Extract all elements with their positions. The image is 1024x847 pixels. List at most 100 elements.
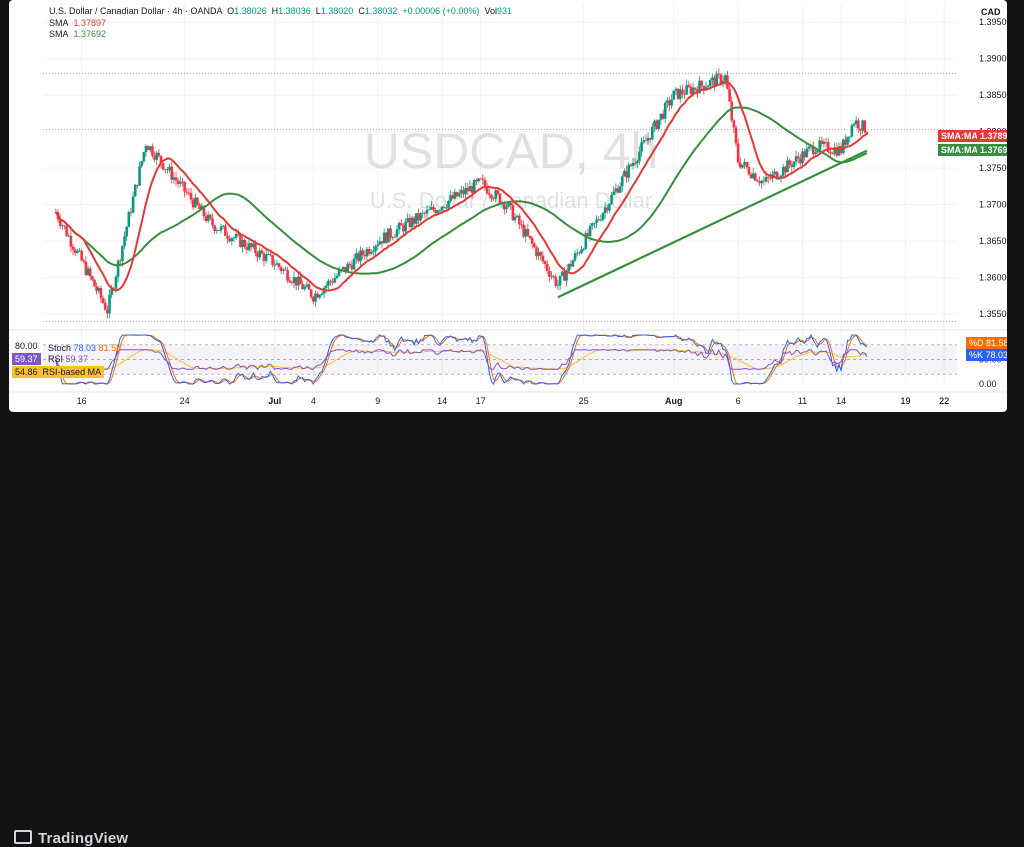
candle-body [265,254,268,261]
candle-body [829,152,832,153]
pct-k-label: %K [969,350,983,360]
candle-body [376,245,379,247]
candle-body [374,246,377,251]
rsi-value: 59.37 [66,354,89,364]
sma-slow-label: SMA [49,29,69,39]
pct-k-value: 78.03 [986,350,1007,360]
candle-body [209,215,212,219]
candle-body [572,260,575,266]
candle-body [735,128,738,144]
candle-body [224,226,227,236]
candle-body [308,284,311,289]
candle-body [104,303,107,310]
volume-label: Vol [484,6,497,16]
candle-body [531,238,534,244]
candle-body [428,209,431,210]
candle-body [484,180,487,187]
sma-fast-legend[interactable]: SMA 1.37897 [49,18,106,29]
candle-body [808,147,811,149]
candle-body [745,162,748,167]
candle-body [694,88,697,90]
sma-slow-value: 1.37692 [74,29,107,39]
candle-body [589,226,592,236]
candle-body [329,281,332,282]
candle-body [233,238,236,239]
candle-body [582,249,585,250]
candle-body [700,81,703,86]
candle-body [814,152,817,154]
indicator-pane: 80.0050.000.00 [9,330,1007,389]
candle-body [514,217,517,220]
candle-body [756,181,759,182]
time-tick: 24 [180,396,190,406]
rsi-legend[interactable]: RSI 59.37 [48,354,88,365]
candle-body [213,225,216,231]
price-tick: 1.36000 [979,273,1007,283]
candle-body [89,268,92,276]
sma-slow-tag-value: 1.37692 [977,144,1007,156]
sma-slow-tag: SMA:MA [938,144,981,156]
candle-body [439,210,442,211]
candle-body [211,219,214,226]
candle-body [196,198,199,205]
candle-body [82,261,85,262]
candle-body [574,253,577,260]
candle-body [518,216,521,225]
stoch-d-value: 81.58 [99,343,122,353]
candle-body [254,244,257,254]
candle-body [65,226,68,236]
chart-canvas[interactable]: USDCAD, 4h U.S. Dollar / Canadian Dollar… [9,0,1007,412]
candle-body [857,120,860,128]
candle-body [793,162,796,167]
open-value: 1.38026 [234,6,267,16]
candle-body [303,287,306,289]
candle-body [548,271,551,277]
tradingview-logo[interactable]: TradingView [14,830,128,847]
candle-body [447,201,450,208]
candle-body [190,193,193,200]
candle-body [473,180,476,193]
candle-body [128,212,131,227]
candle-body [681,89,684,94]
candle-body [600,220,603,221]
currency-label: CAD [981,7,1001,18]
candle-body [231,238,234,241]
candle-body [709,80,712,86]
candle-body [102,298,105,303]
candle-body [132,196,135,212]
sma-slow-legend[interactable]: SMA 1.37692 [49,29,106,40]
candle-body [151,146,154,155]
candle-body [333,278,336,283]
time-tick: 11 [798,396,807,406]
candle-body [396,229,399,236]
rsi-value-tag: 59.37 [12,353,41,365]
candle-body [310,290,313,298]
candle-body [767,177,770,178]
candle-body [544,261,547,264]
price-tick: 1.38500 [979,90,1007,100]
candle-body [419,213,422,220]
candle-body [580,249,583,253]
candle-body [286,270,289,281]
candle-body [108,295,111,313]
candle-body [175,177,178,180]
stoch-legend[interactable]: Stoch 78.03 81.58 [48,343,121,354]
stoch-k-value: 78.03 [74,343,97,353]
candle-body [737,143,740,162]
candle-body [143,152,146,161]
watermark-main: USDCAD, 4h [364,123,659,179]
time-tick: 22 [939,396,949,406]
candle-body [718,74,721,75]
candle-body [788,160,791,164]
candle-body [100,288,103,298]
candle-body [185,192,188,193]
candle-body [554,277,557,286]
candle-body [349,264,352,265]
time-tick: 17 [476,396,486,406]
candle-body [621,176,624,186]
candle-body [140,161,143,166]
candle-body [827,142,830,152]
candle-body [432,207,435,210]
candle-body [559,276,562,286]
